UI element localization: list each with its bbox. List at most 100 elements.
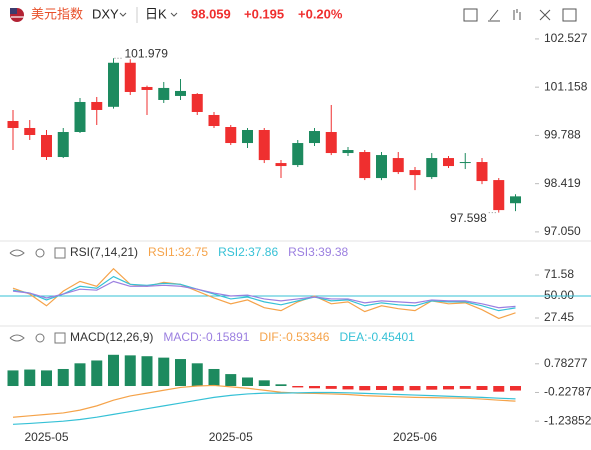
macd-bar	[510, 386, 521, 391]
dropdown-chevron[interactable]	[170, 12, 178, 17]
eye-icon[interactable]	[9, 249, 25, 257]
macd-bar	[426, 386, 438, 390]
legend-entry: MACD:-0.15891	[163, 330, 249, 344]
y-tick-label: -1.23852	[544, 413, 591, 427]
macd-bar	[275, 384, 287, 387]
y-tick-label: 50.00	[544, 288, 574, 302]
macd-bar	[91, 360, 103, 387]
candle-body	[7, 121, 19, 128]
legend-entry: DIF:-0.53346	[259, 330, 329, 344]
macd-bar	[392, 386, 404, 391]
macd-bar	[175, 359, 186, 387]
candle-body	[309, 131, 320, 144]
candle-body	[359, 152, 371, 179]
macd-bar	[158, 357, 170, 387]
macd-bar	[108, 354, 119, 387]
candle-body	[426, 158, 438, 178]
toolbar	[463, 8, 577, 22]
change-percent: +0.20%	[298, 6, 343, 21]
candle-body	[409, 170, 421, 176]
dropdown-chevron[interactable]	[119, 12, 127, 17]
candle-body	[191, 93, 203, 112]
macd-line	[12, 391, 516, 425]
macd-bar	[242, 377, 253, 387]
period[interactable]: 日K	[145, 6, 167, 21]
macd-bar	[309, 386, 320, 389]
x-tick-label: 2025-06	[393, 430, 437, 444]
macd-line	[12, 384, 516, 418]
candle-body	[258, 129, 270, 161]
candle-body	[325, 132, 337, 154]
candle-body	[476, 162, 488, 182]
legend-entry: RSI1:32.75	[148, 245, 208, 259]
y-tick-label: 101.158	[544, 79, 588, 93]
instrument-name[interactable]: 美元指数	[31, 6, 83, 21]
symbol[interactable]: DXY	[92, 6, 119, 21]
candle-body	[493, 180, 505, 211]
rsi-icons	[9, 247, 66, 259]
macd-icons	[9, 332, 66, 344]
gear-icon[interactable]	[35, 333, 45, 343]
top-bar: 美元指数 DXY 日K 98.059 +0.195 +0.20%	[10, 6, 577, 23]
candle-body	[242, 129, 253, 144]
tool-candles[interactable]	[513, 9, 521, 20]
candle-body	[41, 135, 52, 158]
x-tick-label: 2025-05	[24, 430, 68, 444]
eye-icon[interactable]	[9, 334, 25, 342]
candle-body	[141, 86, 153, 90]
tool-expand[interactable]	[539, 9, 551, 21]
macd-bar	[376, 386, 387, 390]
indicator-title: RSI(7,14,21)	[70, 245, 138, 259]
candle-body	[376, 155, 387, 179]
y-tick-label: 98.419	[544, 176, 581, 190]
candle-body	[443, 158, 454, 167]
checkbox[interactable]	[54, 247, 66, 259]
checkbox[interactable]	[54, 332, 66, 344]
candle-body	[342, 150, 354, 154]
tool-settings[interactable]	[562, 8, 577, 22]
change: +0.195	[244, 6, 284, 21]
candle-body	[57, 132, 69, 158]
macd-bar	[459, 386, 471, 389]
annotation: 97.598	[450, 211, 487, 225]
rsi-line	[12, 280, 516, 309]
y-tick-label: -0.22787	[544, 385, 591, 399]
candle-body	[225, 127, 237, 144]
flag-canton	[10, 8, 17, 14]
macd-bar	[7, 370, 19, 387]
macd-bar	[476, 386, 488, 390]
candle-body	[108, 62, 119, 107]
price: 98.059	[191, 6, 231, 21]
legend-entry: RSI2:37.86	[218, 245, 278, 259]
candle-body	[275, 163, 287, 167]
macd-bar	[124, 355, 136, 387]
tool-draw[interactable]	[488, 9, 500, 22]
candle-body	[175, 90, 186, 96]
candle-body	[24, 127, 36, 135]
candle-body	[158, 87, 170, 100]
macd-bar	[141, 356, 153, 387]
macd-bar	[342, 386, 354, 390]
macd-bar	[258, 380, 270, 387]
y-tick-label: 0.78277	[544, 356, 588, 370]
rsi-line	[12, 267, 516, 320]
candle-body	[124, 62, 136, 92]
x-tick-label: 2025-05	[209, 430, 253, 444]
macd-bar	[443, 386, 454, 390]
macd-bar	[359, 386, 371, 391]
candle-body	[208, 114, 220, 127]
tool-indicator[interactable]	[463, 8, 478, 22]
y-tick-label: 27.45	[544, 310, 574, 324]
legend-entry: RSI3:39.38	[288, 245, 348, 259]
candle-body	[74, 101, 86, 133]
macd-bar	[57, 368, 69, 387]
y-tick-label: 99.788	[544, 128, 581, 142]
macd-bar	[493, 386, 505, 392]
macd-bar	[409, 386, 421, 391]
macd-bar	[191, 363, 203, 387]
candle-body	[459, 162, 471, 164]
candle-body	[392, 158, 404, 173]
gear-icon[interactable]	[35, 248, 45, 258]
macd-bar	[74, 363, 86, 387]
